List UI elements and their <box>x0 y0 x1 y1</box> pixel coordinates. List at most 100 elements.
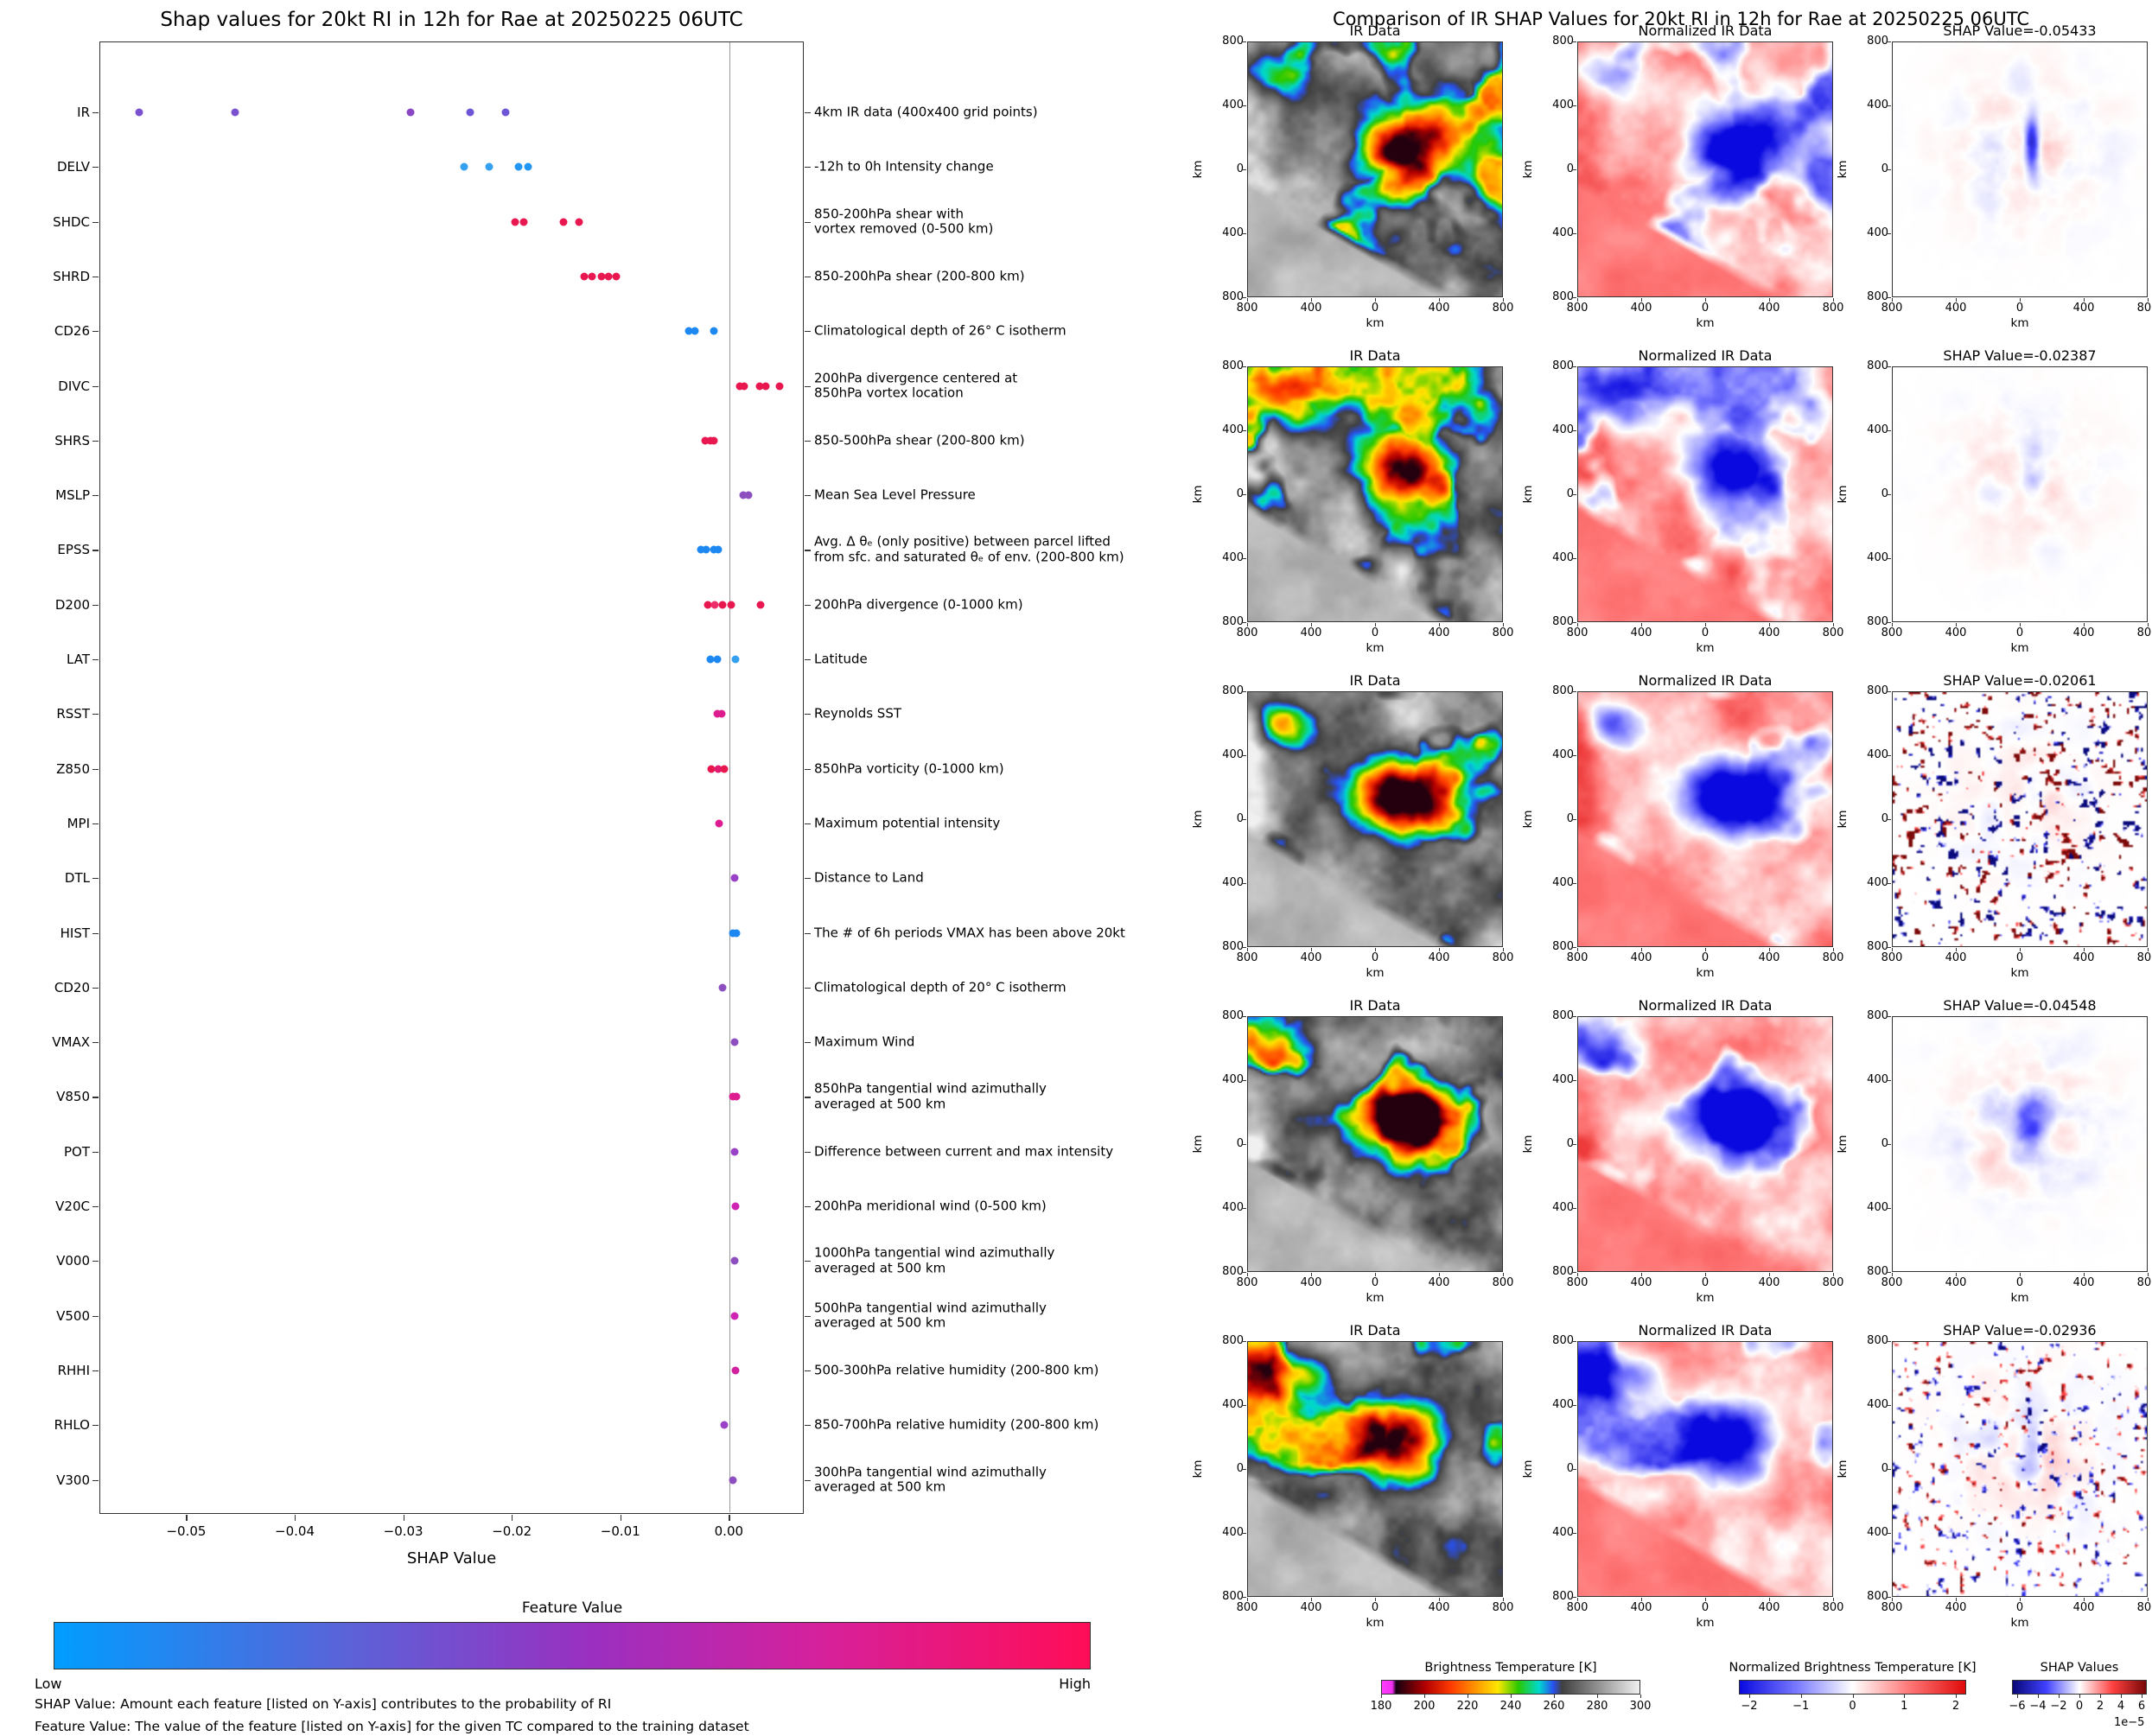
x-tick-label: 800 <box>1822 1276 1844 1289</box>
shap-map-title: SHAP Value=-0.02936 <box>1943 1322 2097 1339</box>
x-tick <box>2020 1598 2021 1601</box>
x-tick <box>1375 298 1376 302</box>
shap-map-title: SHAP Value=-0.02061 <box>1943 672 2097 689</box>
y-axis-km-label: km <box>1836 485 1850 504</box>
shap-point <box>756 601 765 609</box>
shap-point <box>707 765 716 773</box>
y-tick-label: 800 <box>1867 290 1888 303</box>
y-tick-label: 800 <box>1867 1009 1888 1022</box>
y-tick-right <box>805 932 811 934</box>
colorbar-tick-label: 180 <box>1370 1700 1392 1713</box>
x-tick <box>1375 1273 1376 1276</box>
x-tick <box>1247 948 1248 951</box>
y-tick <box>1888 883 1891 884</box>
y-tick <box>92 1261 99 1262</box>
normalized-ir-map-title: Normalized IR Data <box>1638 997 1773 1014</box>
y-tick-label: 0 <box>1881 1462 1888 1475</box>
x-tick <box>295 1515 296 1521</box>
feature-description-mpi: Maximum potential intensity <box>814 815 1001 831</box>
y-tick-right <box>805 221 811 223</box>
ir-map-title: IR Data <box>1349 22 1401 39</box>
x-tick <box>1641 1273 1642 1276</box>
feature-description-hist: The # of 6h periods VMAX has been above … <box>814 924 1125 940</box>
normalized-ir-map-title: Normalized IR Data <box>1638 347 1773 364</box>
shap-point <box>718 601 727 609</box>
x-tick <box>2148 1273 2149 1276</box>
y-tick-label: 800 <box>1552 359 1574 372</box>
colorbar-tick-label: 300 <box>1629 1700 1652 1713</box>
x-tick-label: 400 <box>2072 1276 2095 1289</box>
x-tick-label: 800 <box>1492 1601 1514 1614</box>
y-tick <box>92 932 99 934</box>
y-tick <box>1888 1405 1891 1406</box>
y-tick <box>1573 819 1576 820</box>
y-tick-label: 800 <box>1222 1265 1244 1278</box>
y-tick <box>1888 1016 1891 1017</box>
x-tick <box>1503 623 1504 626</box>
colorbar-tick-label: 4 <box>2117 1700 2125 1713</box>
shap-point <box>720 765 729 773</box>
x-tick-label: 800 <box>1236 951 1258 964</box>
x-axis-km-label: km <box>1366 1616 1385 1630</box>
y-tick <box>1243 883 1246 884</box>
y-tick <box>92 495 99 497</box>
x-tick-label: 800 <box>1492 951 1514 964</box>
y-tick <box>1573 1469 1576 1470</box>
shap-point <box>710 545 718 554</box>
feature-description-dtl: Distance to Land <box>814 869 924 886</box>
y-tick-right <box>805 1042 811 1044</box>
x-axis-km-label: km <box>1366 316 1385 330</box>
x-tick <box>1892 948 1893 951</box>
shap-point <box>704 601 712 609</box>
feature-description-divc: 200hPa divergence centered at 850hPa vor… <box>814 370 1018 401</box>
x-tick-label: 800 <box>1822 302 1844 315</box>
y-tick <box>1888 1597 1891 1598</box>
y-tick-label: 800 <box>1867 1590 1888 1603</box>
x-tick-label: 0 <box>2015 1601 2024 1614</box>
y-tick-label: 0 <box>1881 812 1888 825</box>
y-tick <box>1888 691 1891 692</box>
y-tick <box>1573 366 1576 367</box>
feature-description-epss: Avg. Δ θₑ (only positive) between parcel… <box>814 533 1124 565</box>
shap-map-canvas <box>1892 691 2148 947</box>
y-tick-label: 400 <box>1867 876 1888 889</box>
y-tick <box>1573 622 1576 623</box>
y-tick <box>1243 1144 1246 1145</box>
x-tick-label: 800 <box>1492 302 1514 315</box>
x-tick <box>1892 1598 1893 1601</box>
y-tick <box>1573 1597 1576 1598</box>
shap-point <box>727 601 735 609</box>
y-tick <box>92 221 99 223</box>
feature-value-colorbar <box>54 1622 1091 1669</box>
shap-summary-panel: Shap values for 20kt RI in 12h for Rae a… <box>35 9 1125 1734</box>
colorbar-tick <box>2017 1695 2018 1698</box>
y-tick-label: 0 <box>1236 487 1244 500</box>
y-tick-label: 400 <box>1222 226 1244 239</box>
colorbar-gradient <box>1739 1680 1966 1695</box>
x-tick <box>1311 623 1312 626</box>
y-tick-label: 800 <box>1222 290 1244 303</box>
feature-description-rsst: Reynolds SST <box>814 705 902 722</box>
shap-point <box>514 162 523 171</box>
y-tick-right <box>805 1206 811 1208</box>
shap-point <box>460 162 468 171</box>
x-tick <box>2084 1598 2085 1601</box>
x-tick-label: 800 <box>2136 302 2152 315</box>
y-tick <box>1573 430 1576 431</box>
x-tick-label: 0 <box>1371 302 1379 315</box>
x-axis-km-label: km <box>1366 1291 1385 1305</box>
x-tick <box>2020 298 2021 302</box>
colorbar-tick <box>2038 1695 2039 1698</box>
y-tick <box>1888 233 1891 234</box>
shap-point <box>604 272 613 281</box>
y-tick-label: 0 <box>1881 487 1888 500</box>
y-tick <box>92 1151 99 1153</box>
x-tick-label: 0 <box>1371 1601 1379 1614</box>
shap-point <box>710 601 719 609</box>
x-tick-label: −0.05 <box>166 1523 207 1539</box>
feature-value-footnote: Feature Value: The value of the feature … <box>35 1719 749 1734</box>
shap-point <box>714 545 723 554</box>
x-axis-km-label: km <box>2010 641 2029 655</box>
y-tick <box>1243 1469 1246 1470</box>
x-tick <box>2084 623 2085 626</box>
